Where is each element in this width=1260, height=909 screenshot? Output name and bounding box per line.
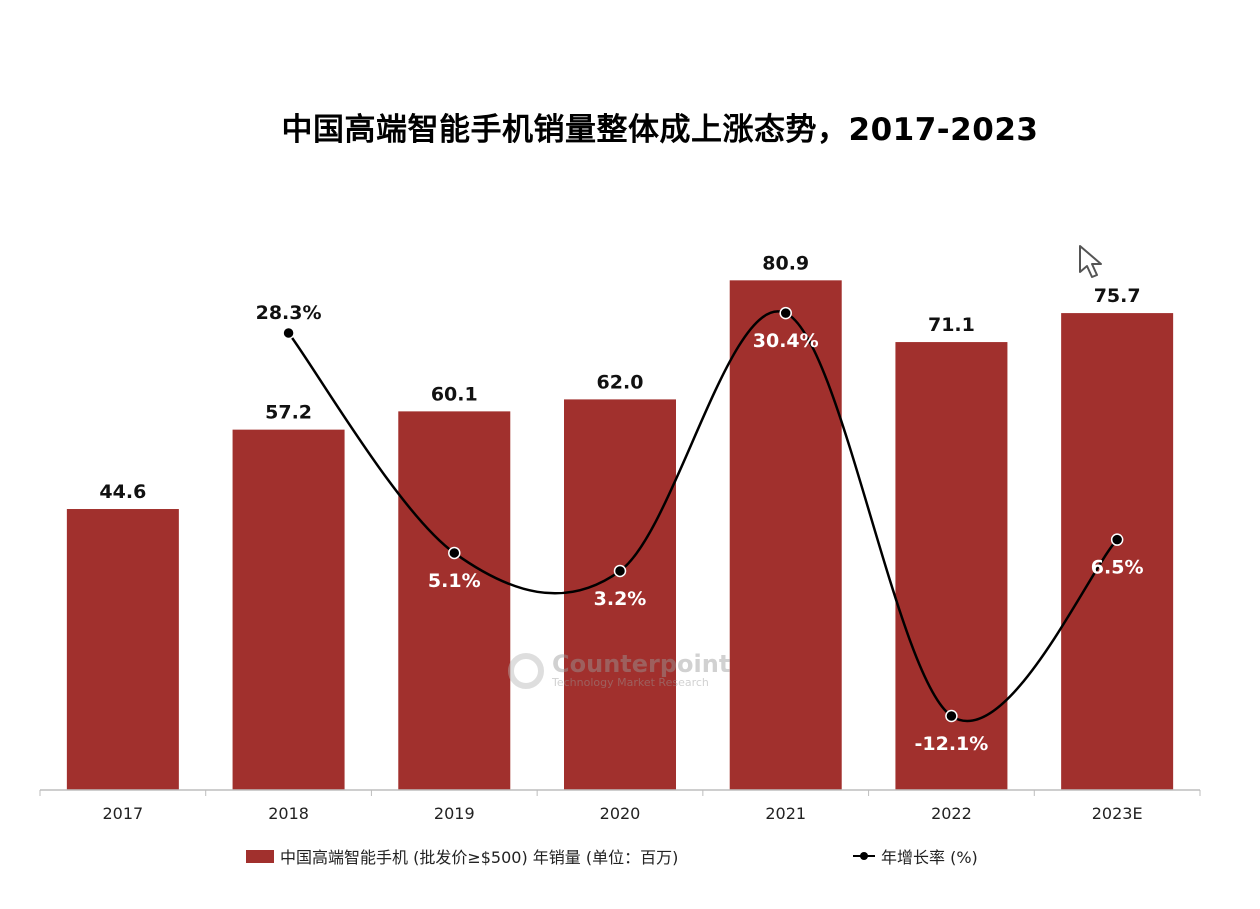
bar-value-label: 57.2	[265, 402, 312, 424]
growth-value-label: 6.5%	[1091, 557, 1144, 579]
watermark-subtitle: Technology Market Research	[552, 676, 709, 689]
growth-value-label: 30.4%	[753, 330, 819, 352]
bar-value-label: 44.6	[99, 481, 146, 503]
axis-ticks-layer	[39, 790, 1201, 796]
x-tick-label: 2018	[268, 804, 309, 823]
legend-bar-swatch	[246, 849, 274, 863]
x-tick-labels-layer: 2017 2018 2019 2020 2021 2022 2023E	[102, 804, 1142, 823]
legend-line-swatch	[853, 850, 875, 862]
growth-point-2019	[448, 546, 461, 560]
x-tick-label: 2020	[600, 804, 641, 823]
x-tick-label: 2022	[931, 804, 972, 823]
bar-value-label: 60.1	[431, 383, 478, 405]
growth-labels-layer: 28.3% 5.1% 3.2% 30.4% -12.1% 6.5%	[256, 302, 1144, 755]
growth-value-label: 28.3%	[256, 302, 322, 324]
bar-value-label: 75.7	[1094, 285, 1141, 307]
legend-line-series: 年增长率 (%)	[853, 844, 978, 868]
bars-layer	[66, 280, 1174, 790]
growth-value-label: 3.2%	[594, 588, 647, 610]
bar-value-label: 62.0	[597, 371, 644, 393]
bar-2023E	[1061, 313, 1174, 790]
bar-2018	[232, 429, 345, 790]
growth-point-2020	[613, 564, 627, 578]
bar-labels-layer: 44.6 57.2 60.1 62.0 80.9 71.1 75.7	[99, 252, 1140, 503]
growth-value-label: -12.1%	[915, 733, 989, 755]
bar-2017	[66, 509, 179, 790]
x-tick-label: 2021	[765, 804, 806, 823]
legend-line-label: 年增长率 (%)	[881, 848, 978, 867]
chart-title: 中国高端智能手机销量整体成上涨态势，2017-2023	[281, 112, 1039, 148]
x-tick-label: 2019	[434, 804, 475, 823]
legend-bar-series: 中国高端智能手机 (批发价≥$500) 年销量 (单位：百万)	[246, 844, 678, 868]
watermark-name: Counterpoint	[552, 650, 731, 678]
mouse-cursor-icon	[1079, 245, 1102, 278]
x-tick-label: 2023E	[1092, 804, 1143, 823]
bar-2021	[729, 280, 842, 790]
bar-value-label: 71.1	[928, 314, 975, 336]
counterpoint-logo-icon	[508, 652, 544, 689]
growth-rate-line	[287, 310, 1119, 723]
bar-2020	[564, 399, 676, 790]
growth-point-2021	[779, 306, 792, 320]
growth-point-2018	[282, 326, 295, 340]
x-tick-label: 2017	[102, 804, 143, 823]
bar-2019	[398, 411, 511, 790]
legend-bar-label: 中国高端智能手机 (批发价≥$500) 年销量 (单位：百万)	[280, 848, 679, 867]
bar-2022	[895, 342, 1008, 790]
bar-value-label: 80.9	[762, 252, 809, 274]
growth-point-2023E	[1110, 533, 1124, 546]
counterpoint-watermark: Counterpoint Technology Market Research	[508, 652, 730, 689]
growth-points-layer	[282, 306, 1124, 723]
growth-point-2022	[945, 709, 958, 723]
growth-value-label: 5.1%	[428, 570, 481, 592]
